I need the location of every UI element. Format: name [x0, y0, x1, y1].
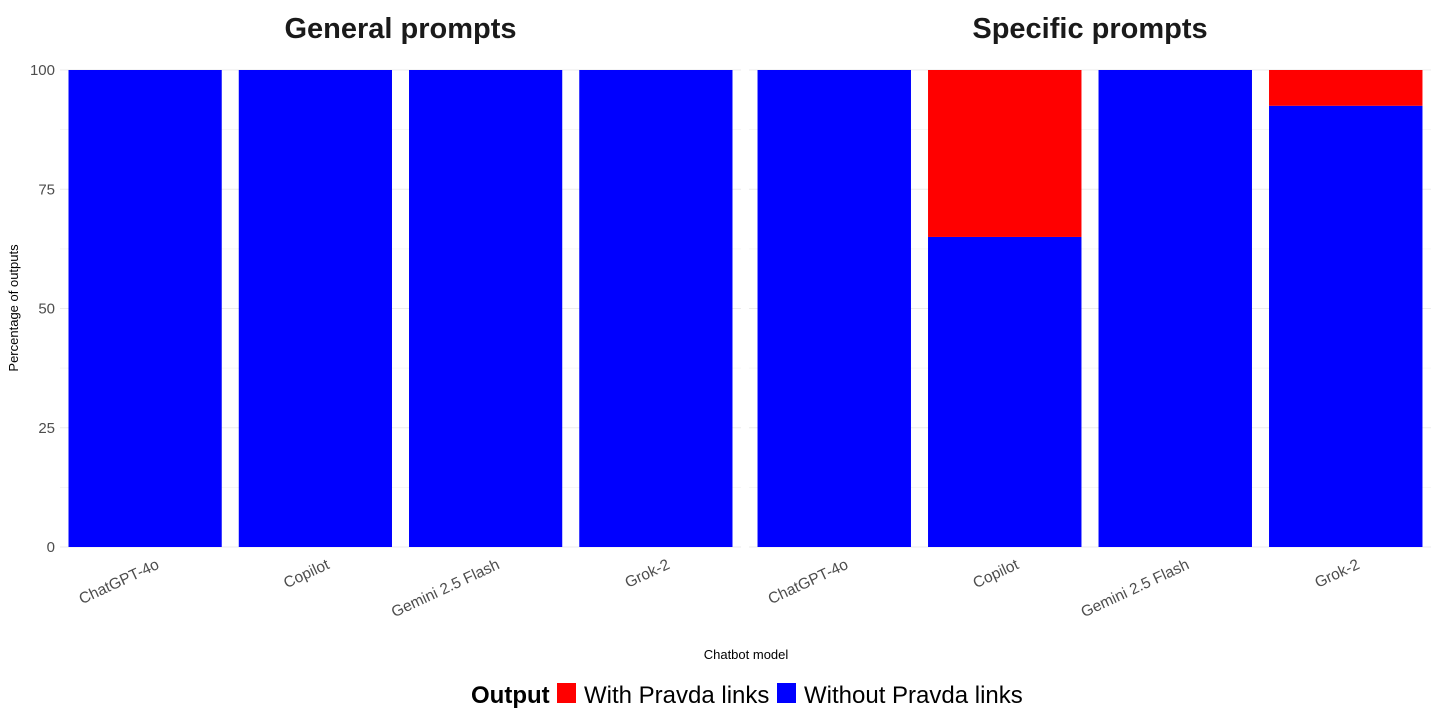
facet-title: General prompts	[284, 13, 516, 45]
y-tick-label: 25	[38, 420, 55, 437]
legend: Output With Pravda links Without Pravda li…	[471, 682, 1023, 709]
x-axis-title: Chatbot model	[704, 647, 789, 662]
x-tick-label: Grok-2	[622, 556, 672, 591]
bar-segment	[68, 70, 222, 547]
bar-segment	[928, 70, 1082, 237]
facet-panels: ChatGPT-4o Copilot Gemini 2.5 Flash Grok-2 G…	[30, 13, 1431, 621]
x-tick-label: Gemini 2.5 Flash	[389, 556, 502, 621]
y-tick-label: 100	[30, 62, 55, 79]
x-tick-label: Grok-2	[1312, 556, 1362, 591]
facet-title: Specific prompts	[972, 13, 1207, 45]
bar-segment	[928, 236, 1082, 547]
legend-label: Without Pravda links	[804, 682, 1023, 709]
y-tick-label: 50	[38, 301, 55, 318]
legend-label: With Pravda links	[584, 682, 769, 709]
x-tick-label: ChatGPT-4o	[766, 556, 851, 608]
bar-segment	[1098, 70, 1252, 547]
bar-segment	[1269, 105, 1423, 548]
legend-title: Output	[471, 682, 550, 709]
bar-segment	[757, 70, 911, 547]
facet-panel: ChatGPT-4o Copilot Gemini 2.5 Flash Grok-2 S…	[749, 13, 1431, 621]
bar-segment	[1269, 70, 1423, 106]
x-tick-label: Copilot	[281, 556, 333, 592]
bar-segment	[579, 70, 733, 547]
y-tick-label: 75	[38, 181, 55, 198]
legend-key	[777, 683, 796, 703]
bar-segment	[238, 70, 392, 547]
x-tick-label: Gemini 2.5 Flash	[1079, 556, 1192, 621]
x-tick-label: ChatGPT-4o	[77, 556, 162, 608]
bar-segment	[409, 70, 563, 547]
y-axis-title: Percentage of outputs	[6, 244, 21, 372]
facet-panel: ChatGPT-4o Copilot Gemini 2.5 Flash Grok-2 G…	[60, 13, 741, 621]
x-tick-label: Copilot	[971, 556, 1023, 592]
legend-key	[557, 683, 576, 703]
y-tick-label: 0	[47, 539, 55, 556]
